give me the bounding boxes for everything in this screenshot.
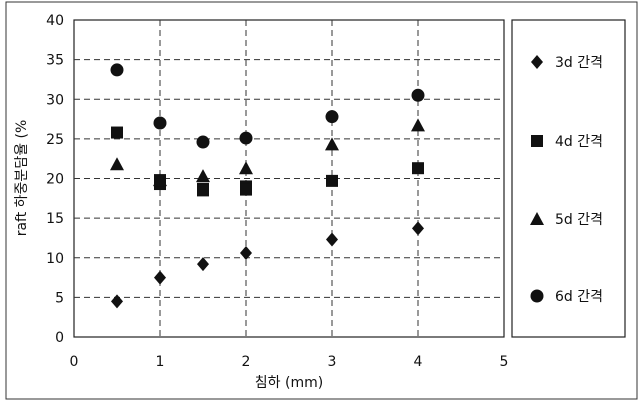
x-axis-title: 침하 (mm) <box>255 375 323 391</box>
x-tick-label-1: 1 <box>156 354 165 370</box>
series-4-point-4 <box>325 110 339 124</box>
series-4-point-1 <box>153 116 167 130</box>
series-3-point-1 <box>153 173 167 187</box>
series-3-point-5 <box>411 118 425 132</box>
series-2-point-0 <box>111 126 123 139</box>
series-4-point-2 <box>196 135 210 149</box>
series-2-point-8 <box>412 162 424 175</box>
series-2-point-6 <box>240 183 252 196</box>
x-tick-label-4: 4 <box>414 354 423 370</box>
series-3-point-0 <box>110 157 124 171</box>
legend-label-2: 4d 간격 <box>555 134 603 150</box>
x-tick-label-0: 0 <box>70 354 79 370</box>
y-tick-label-0: 0 <box>55 330 64 346</box>
series-3-point-4 <box>325 137 339 151</box>
series-2-point-4 <box>197 184 209 197</box>
legend-marker-1 <box>531 55 543 69</box>
data-points <box>110 63 425 309</box>
series-3-point-3 <box>239 161 253 175</box>
x-tick-label-5: 5 <box>500 354 509 370</box>
series-4-point-3 <box>239 131 253 145</box>
x-tick-labels: 0 1 2 3 4 5 <box>70 354 509 370</box>
y-tick-label-1: 5 <box>55 290 64 306</box>
series-1-point-0 <box>111 294 123 309</box>
y-tick-label-6: 30 <box>46 92 64 108</box>
x-tick-label-3: 3 <box>328 354 337 370</box>
legend-box <box>511 19 626 338</box>
legend: 3d 간격 4d 간격 5d 간격 6d 간격 <box>530 55 603 305</box>
series-4-point-0 <box>110 63 124 77</box>
x-tick-label-2: 2 <box>242 354 251 370</box>
series-3-point-2 <box>196 169 210 183</box>
legend-marker-2 <box>531 135 543 147</box>
y-tick-label-3: 15 <box>46 211 64 227</box>
series-1-point-1 <box>154 270 166 285</box>
series-1-point-3 <box>240 245 252 260</box>
series-1-point-2 <box>197 257 209 272</box>
legend-label-4: 6d 간격 <box>555 289 603 305</box>
y-tick-label-8: 40 <box>46 13 64 29</box>
y-tick-labels: 0 5 10 15 20 25 30 35 40 <box>46 13 64 346</box>
y-tick-label-2: 10 <box>46 251 64 267</box>
legend-marker-4 <box>530 289 544 303</box>
series-4-point-5 <box>411 88 425 102</box>
y-tick-label-5: 25 <box>46 132 64 148</box>
legend-label-1: 3d 간격 <box>555 55 603 71</box>
y-tick-label-4: 20 <box>46 172 64 188</box>
legend-marker-3 <box>530 212 544 225</box>
legend-label-3: 5d 간격 <box>555 212 603 228</box>
y-axis-title: raft 하중분담율 (% <box>14 120 30 237</box>
series-1-point-5 <box>412 221 424 236</box>
y-tick-label-7: 35 <box>46 53 64 69</box>
series-1-point-4 <box>326 232 338 247</box>
series-2-point-7 <box>326 174 338 187</box>
